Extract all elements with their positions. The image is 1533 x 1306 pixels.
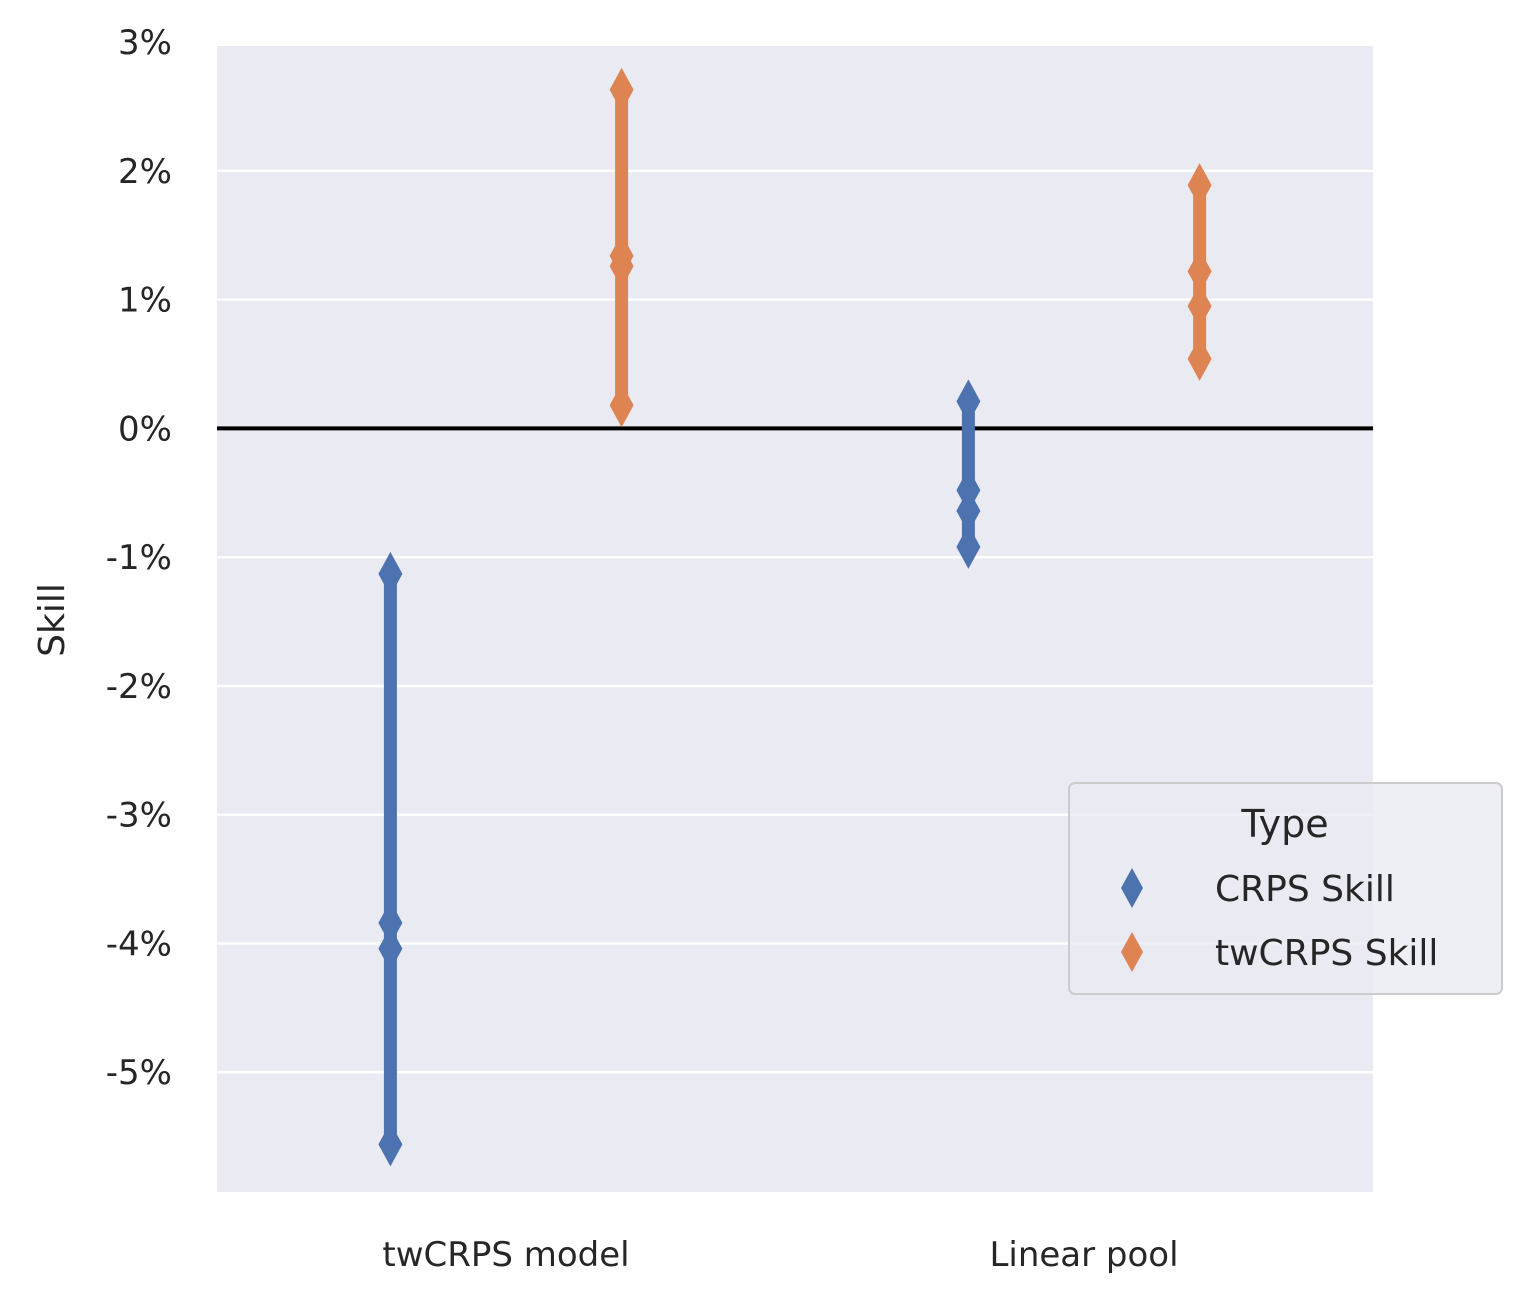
x-tick-label: Linear pool (989, 1235, 1178, 1275)
x-axis-ticks: twCRPS model Linear pool (382, 1235, 1178, 1275)
legend-box (1068, 782, 1503, 995)
y-tick-label: -5% (106, 1053, 172, 1093)
y-tick-label: 0% (118, 409, 172, 449)
data-marks (378, 67, 1212, 1167)
legend-marker (1121, 932, 1143, 972)
y-axis-title: Skill (32, 583, 73, 657)
data-point-marker (1187, 163, 1212, 208)
data-point-marker (378, 551, 403, 596)
legend: Type CRPS Skill twCRPS Skill (1068, 782, 1503, 995)
legend-label: CRPS Skill (1215, 869, 1395, 910)
legend-marker (1121, 868, 1143, 908)
legend-label: twCRPS Skill (1215, 933, 1438, 974)
data-point-marker (956, 379, 981, 424)
data-point-marker (609, 383, 634, 428)
y-tick-label: 1% (118, 281, 172, 321)
data-point-marker (1187, 284, 1212, 329)
plot-background (217, 46, 1373, 1192)
y-axis-ticks: 3% 2% 1% 0% -1% -2% -3% -4% -5% (106, 23, 172, 1093)
y-tick-label: -2% (106, 667, 172, 707)
y-tick-label: -3% (106, 796, 172, 836)
y-tick-label: -4% (106, 924, 172, 964)
data-point-marker (1187, 336, 1212, 381)
data-point-marker (956, 524, 981, 569)
y-tick-label: -1% (106, 538, 172, 578)
data-point-marker (378, 1122, 403, 1167)
legend-items: CRPS Skill twCRPS Skill (1121, 868, 1438, 974)
data-point-marker (609, 67, 634, 112)
data-point-marker (609, 244, 634, 289)
data-point-marker (378, 900, 403, 945)
y-tick-label: 3% (118, 23, 172, 63)
x-tick-label: twCRPS model (382, 1235, 629, 1275)
data-point-marker (956, 488, 981, 533)
y-tick-label: 2% (118, 152, 172, 192)
data-point-marker (378, 926, 403, 971)
legend-title: Type (1240, 802, 1328, 846)
data-point-marker (1187, 249, 1212, 294)
